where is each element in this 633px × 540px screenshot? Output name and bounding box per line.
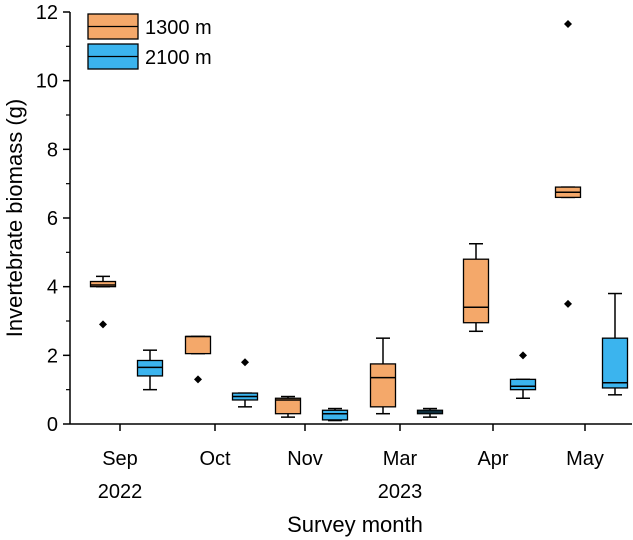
box-iqr	[89, 280, 117, 288]
box-iqr	[136, 359, 164, 377]
box-mar-series-2	[416, 407, 444, 418]
y-tick-label: 8	[47, 139, 58, 161]
outlier-point	[194, 375, 202, 384]
axes: 0 2 4 6 8 10 12 Sep Oct Nov Mar Apr May 2022 2023	[36, 2, 632, 503]
y-tick-label: 10	[36, 71, 58, 93]
x-tick-label: Oct	[199, 448, 231, 470]
box-oct-series-2	[231, 358, 259, 408]
y-axis-title: Invertebrate biomass (g)	[2, 99, 27, 337]
outlier-point	[564, 299, 572, 308]
box-apr-series-2	[509, 351, 537, 399]
x-tick-label: Nov	[287, 448, 323, 470]
box-nov-series-1	[274, 395, 302, 418]
box-sep-series-2	[136, 349, 164, 391]
x-tick-label: May	[566, 448, 604, 470]
box-iqr	[462, 258, 490, 324]
box-iqr	[321, 409, 349, 421]
outlier-point	[99, 320, 107, 329]
box-iqr	[601, 337, 629, 389]
outlier-point	[241, 358, 249, 367]
x-tick-label: Apr	[477, 448, 508, 470]
y-tick-label: 12	[36, 2, 58, 24]
outlier-point	[519, 351, 527, 360]
box-mar-series-1	[369, 337, 397, 415]
year-label: 2022	[98, 481, 143, 503]
box-may-series-1	[554, 20, 582, 308]
plot-area	[89, 20, 629, 422]
box-iqr	[509, 378, 537, 391]
year-label: 2023	[378, 481, 423, 503]
legend-label: 2100 m	[145, 47, 212, 69]
y-tick-label: 4	[47, 277, 58, 299]
x-axis-title: Survey month	[287, 512, 423, 537]
y-tick-label: 6	[47, 208, 58, 230]
box-may-series-2	[601, 292, 629, 396]
box-sep-series-1	[89, 275, 117, 329]
legend-label: 1300 m	[145, 17, 212, 39]
box-iqr	[184, 335, 212, 355]
y-tick-label: 2	[47, 345, 58, 367]
outlier-point	[564, 20, 572, 29]
box-iqr	[274, 397, 302, 415]
x-tick-label: Sep	[102, 448, 138, 470]
box-oct-series-1	[184, 335, 212, 384]
box-apr-series-1	[462, 243, 490, 333]
box-iqr	[369, 363, 397, 408]
y-tick-label: 0	[47, 414, 58, 436]
x-tick-label: Mar	[383, 448, 418, 470]
legend: 1300 m 2100 m	[87, 13, 212, 70]
box-nov-series-2	[321, 407, 349, 422]
